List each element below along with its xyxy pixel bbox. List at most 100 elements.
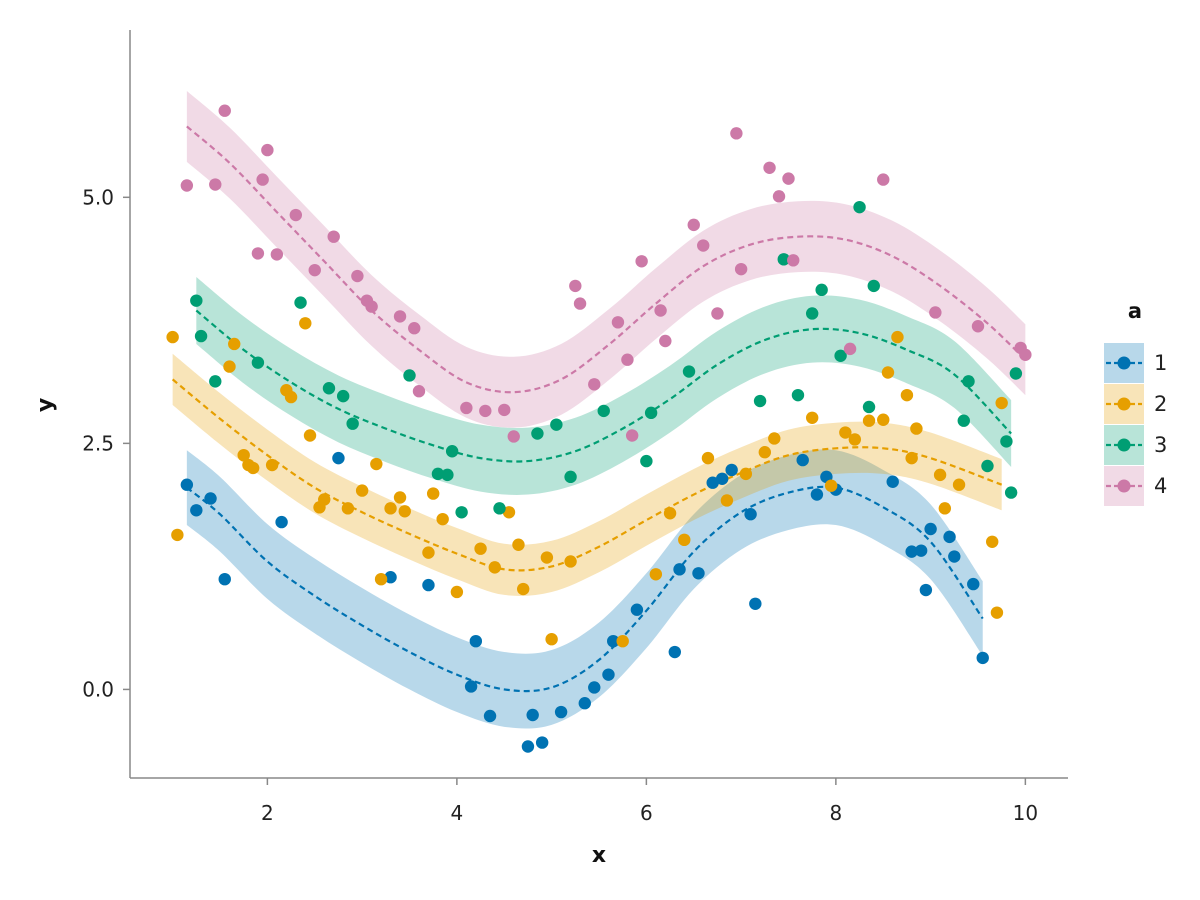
data-point-series-4 <box>782 172 795 185</box>
data-point-series-1 <box>914 544 928 557</box>
data-point-series-4 <box>308 263 321 277</box>
data-point-series-2 <box>237 448 250 462</box>
confidence-bands <box>172 91 1026 729</box>
y-tick-label: 0.0 <box>82 677 114 701</box>
data-point-series-1 <box>967 577 980 591</box>
data-point-series-2 <box>848 433 862 446</box>
data-point-series-1 <box>190 504 203 517</box>
data-point-series-4 <box>635 255 648 268</box>
fit-line-series-2 <box>171 378 1003 572</box>
x-tick-label: 2 <box>261 801 274 825</box>
data-point-series-2 <box>517 582 530 596</box>
data-point-series-3 <box>1004 486 1018 499</box>
data-point-series-3 <box>251 356 265 369</box>
y-tick-label: 2.5 <box>82 431 114 455</box>
data-point-series-2 <box>341 502 355 515</box>
data-point-series-4 <box>843 342 857 356</box>
data-point-series-2 <box>355 484 369 497</box>
data-point-series-3 <box>862 400 876 414</box>
data-point-series-4 <box>393 310 407 323</box>
fit-lines <box>171 125 1027 693</box>
data-point-series-3 <box>867 279 880 293</box>
data-point-series-2 <box>166 330 179 344</box>
data-point-series-4 <box>772 190 786 203</box>
data-point-series-3 <box>597 404 610 418</box>
data-point-series-3 <box>403 369 416 382</box>
data-point-series-1 <box>588 681 601 694</box>
data-point-series-2 <box>933 468 947 482</box>
data-point-series-2 <box>990 606 1004 619</box>
y-tick-label: 5.0 <box>82 185 114 209</box>
data-point-series-4 <box>659 334 672 348</box>
data-point-series-3 <box>644 406 658 420</box>
data-point-series-1 <box>464 680 478 693</box>
legend-swatch-marker <box>1117 479 1131 493</box>
data-point-series-2 <box>223 360 236 373</box>
data-point-series-3 <box>777 253 790 266</box>
data-point-series-4 <box>408 322 421 335</box>
fit-line-series-3 <box>195 309 1012 463</box>
data-point-series-4 <box>498 403 511 417</box>
data-point-series-4 <box>763 161 776 174</box>
data-point-series-4 <box>412 385 426 398</box>
data-point-series-1 <box>924 522 937 536</box>
data-point-series-2 <box>299 317 312 330</box>
data-point-series-2 <box>862 414 876 427</box>
data-point-series-3 <box>682 365 696 378</box>
data-point-series-3 <box>445 445 459 458</box>
y-axis-title: y <box>33 398 58 412</box>
data-point-series-3 <box>962 375 975 388</box>
data-point-series-2 <box>805 411 819 424</box>
data-point-series-2 <box>450 585 464 599</box>
data-point-series-2 <box>663 507 677 520</box>
data-point-series-3 <box>441 468 454 482</box>
data-point-series-3 <box>431 467 445 481</box>
data-point-series-2 <box>284 390 298 404</box>
data-point-series-4 <box>730 127 743 140</box>
data-point-series-1 <box>668 645 681 659</box>
data-point-series-3 <box>753 394 767 408</box>
data-point-series-1 <box>725 463 738 477</box>
data-point-series-4 <box>289 208 303 222</box>
data-point-series-2 <box>839 426 852 439</box>
data-point-series-4 <box>697 239 710 252</box>
data-point-series-1 <box>886 475 899 488</box>
data-point-series-4 <box>251 247 265 260</box>
confidence-band-series-2 <box>172 353 1002 596</box>
legend-swatch-marker <box>1117 397 1131 411</box>
data-point-series-1 <box>578 697 591 710</box>
data-point-series-3 <box>190 294 203 307</box>
data-point-series-1 <box>554 705 568 719</box>
legend-items: 1 2 3 4 <box>1104 343 1167 506</box>
data-point-series-1 <box>469 634 483 648</box>
data-point-series-4 <box>507 430 520 443</box>
data-point-series-4 <box>209 178 222 191</box>
data-point-series-4 <box>180 179 194 192</box>
data-point-series-3 <box>455 506 468 519</box>
data-point-series-4 <box>573 297 587 310</box>
data-point-series-3 <box>957 414 970 427</box>
data-point-series-2 <box>228 337 241 351</box>
data-point-series-3 <box>493 502 506 515</box>
data-point-series-2 <box>540 551 554 564</box>
data-point-series-1 <box>275 515 288 529</box>
data-point-series-2 <box>649 568 663 581</box>
x-tick-label: 8 <box>830 801 843 825</box>
data-point-series-2 <box>246 461 260 475</box>
data-point-series-2 <box>768 432 781 445</box>
data-point-series-4 <box>327 230 340 243</box>
data-point-series-2 <box>303 429 317 442</box>
x-tick-label: 6 <box>640 801 653 825</box>
data-point-series-1 <box>521 740 535 753</box>
data-point-series-2 <box>436 512 449 526</box>
x-tick-label: 4 <box>451 801 464 825</box>
data-point-series-2 <box>952 478 966 491</box>
data-point-series-4 <box>365 300 378 313</box>
legend-item-4: 4 <box>1104 466 1167 506</box>
data-point-series-1 <box>692 567 705 580</box>
data-point-series-4 <box>734 262 748 276</box>
data-point-series-2 <box>398 505 411 518</box>
fit-line-series-1 <box>186 485 984 693</box>
data-point-series-2 <box>393 491 407 504</box>
